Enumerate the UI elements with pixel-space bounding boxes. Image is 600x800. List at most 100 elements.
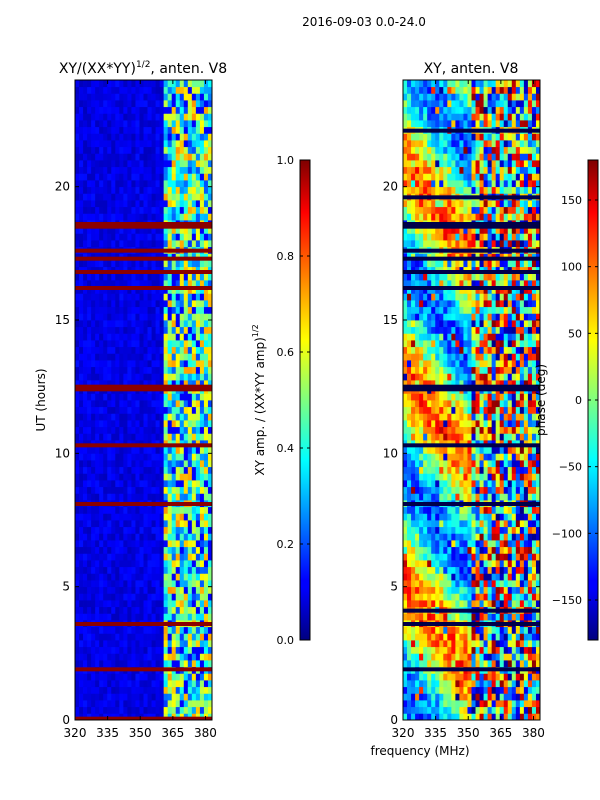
heatmap-cell	[171, 280, 177, 288]
heatmap-cell	[111, 113, 116, 121]
heatmap-cell	[187, 466, 193, 474]
heatmap-cell	[167, 173, 173, 181]
heatmap-cell	[115, 400, 120, 408]
heatmap-cell	[471, 533, 476, 541]
heatmap-cell	[127, 660, 132, 668]
heatmap-cell	[127, 280, 132, 288]
heatmap-cell	[131, 400, 136, 408]
heatmap-cell	[135, 413, 140, 421]
heatmap-cell	[147, 633, 152, 641]
heatmap-cell	[83, 466, 88, 474]
heatmap-cell	[207, 153, 212, 161]
heatmap-cell	[507, 480, 513, 488]
heatmap-cell	[131, 460, 136, 468]
heatmap-cell	[443, 693, 448, 701]
heatmap-cell	[151, 540, 156, 548]
heatmap-cell	[147, 473, 152, 481]
heatmap-cell	[183, 120, 189, 128]
heatmap-cell	[455, 473, 460, 481]
heatmap-cell	[91, 580, 96, 588]
heatmap-cell	[439, 413, 444, 421]
heatmap-cell	[523, 686, 529, 694]
heatmap-cell	[519, 680, 525, 688]
heatmap-cell	[119, 193, 124, 201]
heatmap-cell	[103, 426, 108, 434]
heatmap-cell	[511, 600, 517, 608]
heatmap-cell	[183, 180, 189, 188]
heatmap-cell	[119, 660, 124, 668]
heatmap-cell	[135, 680, 140, 688]
heatmap-cell	[123, 466, 128, 474]
heatmap-cell	[155, 213, 161, 221]
heatmap-cell	[75, 700, 80, 708]
heatmap-cell	[171, 393, 177, 401]
heatmap-cell	[131, 393, 136, 401]
heatmap-cell	[523, 553, 529, 561]
heatmap-cell	[111, 613, 116, 621]
heatmap-cell	[107, 300, 112, 308]
heatmap-cell	[91, 153, 96, 161]
heatmap-cell	[79, 480, 84, 488]
heatmap-cell	[143, 133, 148, 141]
heatmap-cell	[103, 166, 108, 174]
heatmap-cell	[507, 433, 513, 441]
heatmap-cell	[159, 453, 165, 461]
heatmap-cell	[423, 706, 428, 714]
heatmap-cell	[115, 360, 120, 368]
heatmap-cell	[419, 660, 424, 668]
heatmap-cell	[503, 566, 509, 574]
heatmap-cell	[143, 180, 148, 188]
heatmap-cell	[207, 400, 212, 408]
heatmap-cell	[111, 653, 116, 661]
heatmap-cell	[455, 693, 460, 701]
heatmap-cell	[119, 546, 124, 554]
heatmap-cell	[119, 360, 124, 368]
heatmap-cell	[135, 626, 140, 634]
heatmap-cell	[515, 433, 521, 441]
heatmap-cell	[467, 460, 472, 468]
heatmap-cell	[439, 406, 444, 414]
heatmap-cell	[407, 713, 412, 720]
heatmap-cell	[419, 520, 424, 528]
heatmap-cell	[143, 233, 148, 241]
heatmap-cell	[175, 580, 181, 588]
heatmap-cell	[167, 166, 173, 174]
heatmap-cell	[431, 513, 436, 521]
heatmap-cell	[91, 633, 96, 641]
heatmap-cell	[135, 713, 140, 720]
heatmap-cell	[519, 506, 525, 514]
heatmap-cell	[443, 400, 448, 408]
heatmap-cell	[183, 646, 189, 654]
heatmap-cell	[99, 86, 104, 94]
heatmap-cell	[499, 553, 505, 561]
heatmap-cell	[407, 580, 412, 588]
heatmap-cell	[83, 166, 88, 174]
heatmap-cell	[183, 240, 189, 248]
heatmap-cell	[455, 533, 460, 541]
heatmap-cell	[443, 593, 448, 601]
heatmap-cell	[487, 560, 493, 568]
heatmap-cell	[183, 466, 189, 474]
heatmap-cell	[115, 333, 120, 341]
heatmap-cell	[167, 326, 173, 334]
heatmap-cell	[203, 306, 209, 314]
heatmap-cell	[487, 686, 493, 694]
heatmap-cell	[491, 453, 497, 461]
heatmap-cell	[127, 353, 132, 361]
heatmap-cell	[119, 180, 124, 188]
heatmap-cell	[119, 286, 124, 294]
heatmap-cell	[155, 646, 161, 654]
heatmap-cell	[83, 433, 88, 441]
heatmap-cell	[83, 480, 88, 488]
heatmap-cell	[131, 193, 136, 201]
heatmap-cell	[443, 613, 448, 621]
heatmap-cell	[439, 693, 444, 701]
heatmap-cell	[99, 580, 104, 588]
heatmap-cell	[207, 533, 212, 541]
heatmap-cell	[207, 646, 212, 654]
heatmap-cell	[191, 346, 197, 354]
heatmap-cell	[151, 193, 156, 201]
heatmap-cell	[435, 400, 440, 408]
heatmap-cell	[147, 353, 152, 361]
heatmap-cell	[183, 146, 189, 154]
